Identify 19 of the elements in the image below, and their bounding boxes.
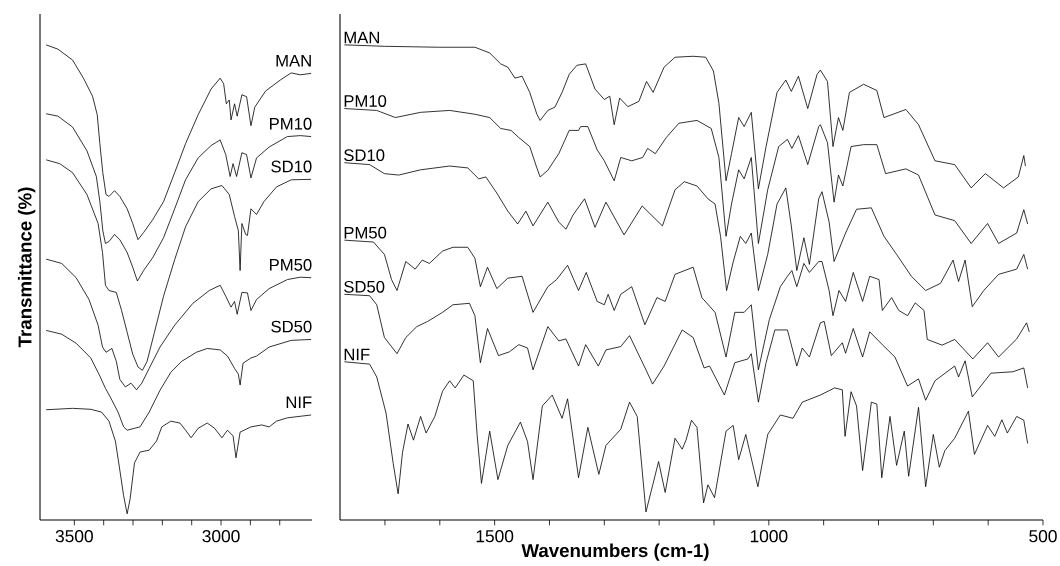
series-label: SD10 (344, 149, 385, 162)
x-tick-label: 1500 (476, 530, 514, 543)
x-tick-label: 1000 (750, 530, 788, 543)
series-label: PM10 (270, 117, 312, 130)
x-axis-title: Wavenumbers (cm-1) (521, 543, 709, 561)
series-label: PM50 (270, 258, 312, 271)
series-label: MAN (276, 54, 311, 67)
series-label: MAN (344, 31, 379, 44)
series-label: SD50 (344, 280, 385, 293)
x-tick-label: 3500 (55, 530, 93, 543)
series-label: NIF (286, 396, 312, 409)
series-label: PM10 (344, 95, 387, 107)
x-tick-label: 3000 (202, 530, 240, 543)
series-label: SD50 (271, 320, 312, 333)
series-label: PM50 (344, 226, 387, 239)
series-label: NIF (344, 348, 370, 361)
y-axis-title: Transmittance (%) (17, 187, 36, 348)
series-label: SD10 (271, 160, 312, 173)
x-tick-label: 500 (1029, 530, 1057, 543)
